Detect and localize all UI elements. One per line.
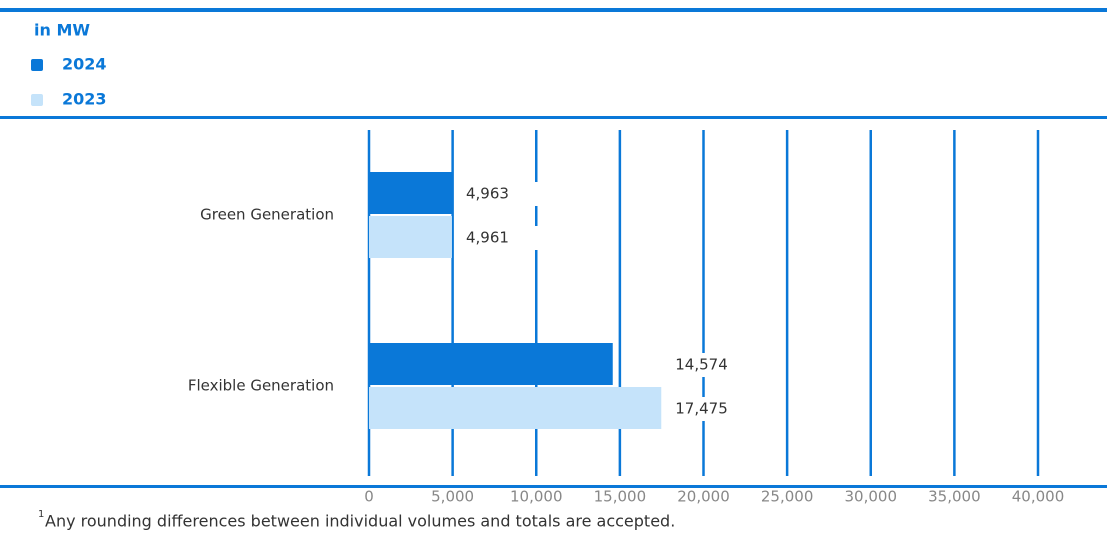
footnote-marker: 1 [38,509,44,520]
bar [369,216,452,258]
legend-swatch [31,59,43,71]
top-rule [0,8,1107,12]
header-rule [0,116,1107,119]
legend-label: 2024 [62,55,107,74]
legend-swatch [31,94,43,106]
x-tick-label: 5,000 [431,488,474,506]
x-tick-label: 35,000 [928,488,981,506]
x-tick-label: 10,000 [510,488,563,506]
legend-label: 2023 [62,90,107,109]
value-label: 14,574 [675,356,728,374]
bar [369,172,453,214]
unit-label: in MW [34,21,90,40]
x-tick-label: 20,000 [677,488,730,506]
value-label-bg [671,397,752,421]
axis-rule [0,485,1107,488]
bar [369,343,613,385]
value-label: 4,961 [466,229,509,247]
footnote: Any rounding differences between individ… [45,512,675,531]
value-label: 4,963 [466,185,509,203]
bar [369,387,662,429]
x-tick-label: 15,000 [594,488,647,506]
category-label: Flexible Generation [188,377,334,395]
value-label-bg [462,182,543,206]
x-tick-label: 40,000 [1012,488,1065,506]
value-label: 17,475 [675,400,728,418]
x-tick-label: 0 [364,488,374,506]
category-label: Green Generation [200,206,334,224]
x-tick-label: 25,000 [761,488,814,506]
value-label-bg [671,353,752,377]
x-tick-label: 30,000 [845,488,898,506]
value-label-bg [462,226,543,250]
